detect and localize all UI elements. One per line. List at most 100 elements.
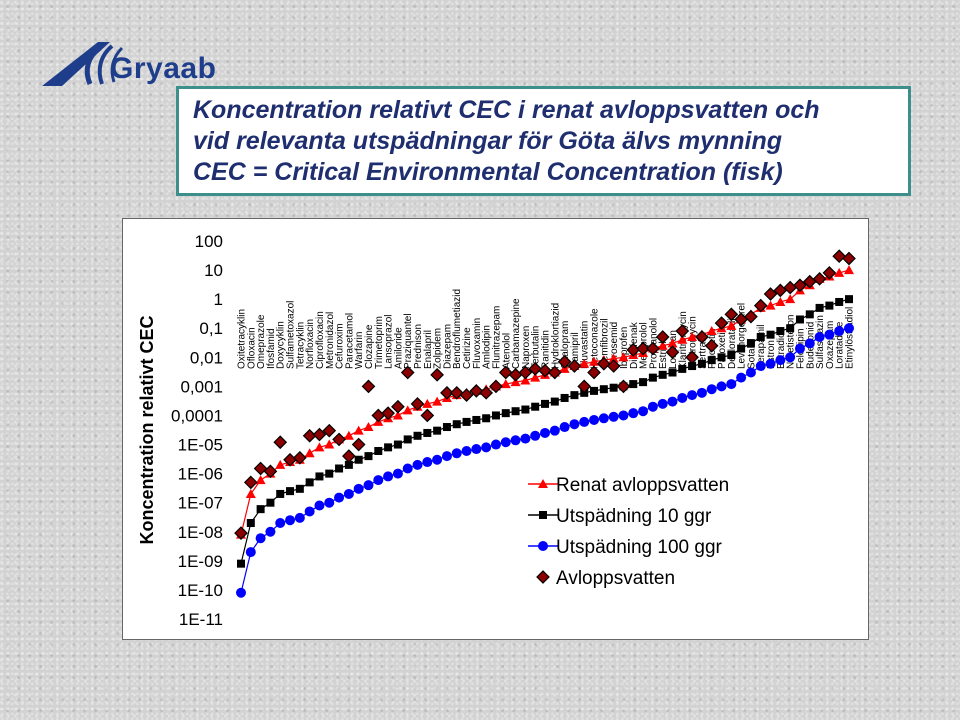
y-tick-label: 0,001 [180, 377, 223, 396]
series-3-point [538, 363, 552, 378]
series-0-point [726, 320, 737, 330]
category-label: Furosemid [609, 322, 620, 369]
series-3-point [381, 406, 395, 421]
category-label: Sertralin [697, 332, 708, 369]
series-2-point [657, 398, 668, 409]
series-1-point [609, 383, 618, 392]
series-0-point [245, 488, 256, 498]
series-1-point [570, 391, 579, 400]
series-1-point [344, 460, 353, 469]
series-0-point [706, 326, 717, 336]
series-2-point [775, 355, 786, 366]
series-1-point [560, 393, 569, 402]
series-1-point [746, 339, 755, 348]
category-label: Hydroklortiazid [550, 303, 561, 369]
category-label: Doxycyklin [276, 321, 287, 369]
series-3-point [234, 526, 248, 540]
series-1-point [237, 559, 245, 568]
series-3-point [685, 350, 699, 365]
category-label: Sulfametoxazol [286, 301, 297, 369]
series-3-point [449, 385, 464, 400]
series-1-point [433, 426, 442, 435]
category-label: Paroxetin [717, 327, 728, 369]
y-tick-label: 1E-07 [178, 494, 223, 513]
series-0-point [844, 265, 854, 275]
series-2-point [363, 480, 374, 491]
series-3-point [459, 388, 474, 402]
series-0-point [618, 352, 629, 362]
series-0-point [775, 296, 786, 306]
series-1-point [766, 330, 775, 339]
category-label: Sotalol [746, 338, 757, 369]
category-label: Trimetoprim [374, 316, 385, 369]
series-3-point [606, 359, 621, 373]
category-label: Fluvoxamin [472, 318, 483, 369]
series-2-point [765, 358, 776, 369]
category-label: Tetracyklin [295, 322, 306, 369]
series-2-point [471, 444, 482, 455]
series-3-point [292, 450, 307, 465]
legend-marker [538, 541, 548, 551]
category-label: Oxazepam [825, 321, 836, 369]
series-1-point [756, 332, 765, 341]
y-tick-label: 1E-05 [178, 436, 223, 455]
series-2-point [392, 468, 403, 479]
category-label: Sulfasalazin [815, 315, 826, 369]
category-label: Levonorgestrel [737, 303, 748, 369]
category-label: Citalopram [560, 321, 571, 369]
series-1-point [276, 489, 285, 498]
series-1-point [393, 440, 402, 449]
series-3-point [793, 278, 807, 293]
series-1-point [599, 385, 608, 394]
series-2-point [304, 506, 315, 517]
series-3-point [332, 432, 346, 447]
series-3-point [646, 341, 660, 356]
series-3-point [714, 316, 729, 330]
series-0-point [530, 372, 541, 382]
series-3-point [557, 354, 572, 369]
series-0-point [432, 396, 443, 406]
series-1-point [590, 386, 599, 395]
series-3-point [498, 365, 513, 380]
title-box: Koncentration relativt CEC i renat avlop… [176, 86, 911, 196]
category-label: Verapamil [756, 325, 767, 369]
series-2-point [549, 425, 560, 436]
series-0-point [255, 475, 266, 485]
series-3-point [283, 452, 297, 467]
series-1-point [335, 464, 344, 473]
category-label: Amiloride [393, 327, 404, 369]
series-1-point [452, 420, 461, 429]
category-label: Flunitrazepam [491, 306, 502, 369]
series-2-point [343, 488, 354, 499]
series-2-point [589, 414, 600, 425]
series-2-point [844, 323, 854, 334]
series-1-point [295, 484, 304, 493]
title-line-3: CEC = Critical Environmental Concentrati… [193, 158, 783, 186]
legend-marker [536, 570, 550, 584]
series-2-point [696, 387, 707, 398]
series-0-point [402, 405, 413, 415]
series-2-point [569, 419, 580, 430]
series-2-point [647, 401, 658, 412]
series-1-point [697, 359, 706, 368]
series-2-point [510, 435, 521, 446]
series-2-point [726, 379, 737, 390]
series-1-point [550, 397, 559, 406]
series-1-point [845, 295, 853, 304]
series-3-point [665, 345, 680, 360]
series-3-point [636, 341, 650, 356]
series-0-point [589, 356, 600, 366]
series-0-point [343, 430, 354, 440]
series-3-point [440, 385, 454, 400]
series-1-point [717, 353, 726, 362]
category-label: Loratadine [835, 321, 846, 369]
series-3-point [695, 330, 709, 344]
series-2-point [628, 408, 639, 419]
series-2-point [794, 343, 805, 354]
title-line-2: vid relevanta utspädningar för Göta älvs… [193, 127, 783, 155]
series-0-point [500, 379, 511, 389]
series-3-point [361, 379, 376, 394]
series-2-point [755, 361, 766, 372]
category-label: Terbutalin [531, 326, 542, 369]
category-label: Enalapril [423, 330, 434, 369]
